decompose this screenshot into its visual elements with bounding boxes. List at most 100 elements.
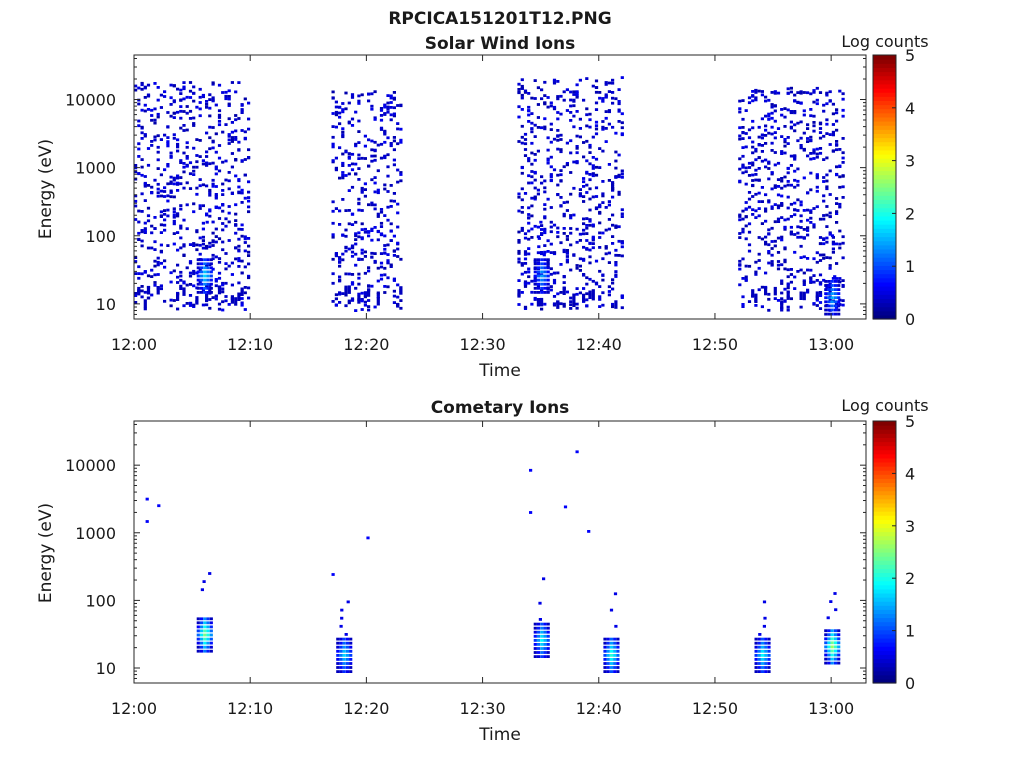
heatmap-cell xyxy=(140,244,144,248)
heatmap-cell xyxy=(527,267,531,271)
heatmap-cell xyxy=(835,277,839,280)
heatmap-cell xyxy=(822,176,826,179)
heatmap-cell xyxy=(754,91,758,94)
heatmap-cell xyxy=(217,116,222,119)
heatmap-cell xyxy=(607,251,611,255)
heatmap-cell xyxy=(341,133,345,137)
heatmap-cell xyxy=(536,103,540,106)
heatmap-cell xyxy=(533,258,537,262)
heatmap-cell xyxy=(754,654,758,657)
heatmap-cell xyxy=(611,302,615,306)
heatmap-cell xyxy=(240,109,244,113)
heatmap-cell xyxy=(205,103,209,106)
heatmap-cell xyxy=(345,670,350,673)
heatmap-cell xyxy=(202,580,206,583)
heatmap-cell xyxy=(153,227,157,230)
heatmap-cell xyxy=(399,104,403,108)
heatmap-cell xyxy=(140,285,144,288)
heatmap-cell xyxy=(609,662,614,665)
heatmap-cell xyxy=(520,210,524,214)
heatmap-cell xyxy=(192,169,196,173)
heatmap-cell xyxy=(196,633,200,637)
heatmap-cell xyxy=(150,144,154,147)
heatmap-cell xyxy=(751,145,755,149)
heatmap-cell xyxy=(357,130,361,133)
heatmap-cell xyxy=(607,261,611,264)
heatmap-cell xyxy=(234,158,238,161)
heatmap-cell xyxy=(163,209,167,212)
heatmap-cell xyxy=(247,199,251,203)
heatmap-cell xyxy=(334,100,338,104)
heatmap-cell xyxy=(370,178,374,182)
heatmap-cell xyxy=(751,90,755,93)
heatmap-cell xyxy=(517,209,521,213)
heatmap-cell xyxy=(620,296,624,299)
heatmap-cell xyxy=(837,629,841,633)
heatmap-cell xyxy=(350,124,355,127)
heatmap-cell xyxy=(208,125,212,129)
heatmap-cell xyxy=(786,195,790,199)
heatmap-cell xyxy=(812,90,816,94)
heatmap-cell xyxy=(530,151,534,155)
heatmap-cell xyxy=(389,184,393,187)
heatmap-cell xyxy=(188,96,193,99)
heatmap-cell xyxy=(762,600,767,604)
heatmap-cell xyxy=(357,276,361,280)
heatmap-cell xyxy=(185,155,189,158)
heatmap-cell xyxy=(606,649,610,653)
heatmap-cell xyxy=(764,637,768,641)
heatmap-cell xyxy=(540,282,544,286)
heatmap-cell xyxy=(205,213,209,217)
heatmap-cell xyxy=(370,201,374,205)
heatmap-cell xyxy=(793,157,797,161)
heatmap-cell xyxy=(543,302,547,306)
heatmap-cell xyxy=(614,159,618,163)
heatmap-cell xyxy=(140,131,144,135)
heatmap-cell xyxy=(383,244,387,247)
heatmap-cell xyxy=(606,641,610,645)
heatmap-cell xyxy=(783,151,787,155)
heatmap-cell xyxy=(185,203,189,207)
heatmap-cell xyxy=(611,281,615,285)
heatmap-cell xyxy=(208,241,212,245)
heatmap-cell xyxy=(205,264,209,267)
heatmap-cell xyxy=(367,99,371,103)
heatmap-cell xyxy=(205,244,209,248)
heatmap-cell xyxy=(540,626,544,630)
heatmap-cell xyxy=(835,140,839,143)
heatmap-cell xyxy=(582,185,586,188)
heatmap-cell xyxy=(833,284,838,287)
heatmap-cell xyxy=(741,171,745,175)
heatmap-cell xyxy=(363,255,367,258)
heatmap-cell xyxy=(527,252,531,256)
heatmap-cell xyxy=(838,148,842,151)
heatmap-cell xyxy=(741,277,745,280)
heatmap-cell xyxy=(386,165,390,169)
heatmap-cell xyxy=(806,140,810,143)
heatmap-cell xyxy=(206,617,210,621)
heatmap-cell xyxy=(379,277,384,281)
heatmap-cell xyxy=(744,224,748,228)
plot-frame xyxy=(133,420,867,684)
heatmap-cell xyxy=(598,91,602,94)
heatmap-cell xyxy=(182,287,186,296)
heatmap-cell xyxy=(344,174,348,177)
heatmap-cell xyxy=(616,658,620,661)
heatmap-cell xyxy=(373,190,377,194)
heatmap-cell xyxy=(208,147,212,151)
heatmap-cell xyxy=(796,270,800,273)
heatmap-cell xyxy=(399,299,403,302)
colorbar-segment xyxy=(873,421,896,426)
heatmap-cell xyxy=(357,94,361,98)
heatmap-cell xyxy=(192,202,196,206)
heatmap-cell xyxy=(835,108,839,112)
heatmap-cell xyxy=(240,234,244,238)
heatmap-cell xyxy=(588,178,592,182)
heatmap-cell xyxy=(614,131,618,135)
heatmap-cell xyxy=(146,246,151,250)
heatmap-cell xyxy=(134,218,138,221)
heatmap-cell xyxy=(156,86,160,89)
heatmap-cell xyxy=(764,666,768,669)
heatmap-cell xyxy=(818,291,823,294)
heatmap-cell xyxy=(386,243,390,247)
